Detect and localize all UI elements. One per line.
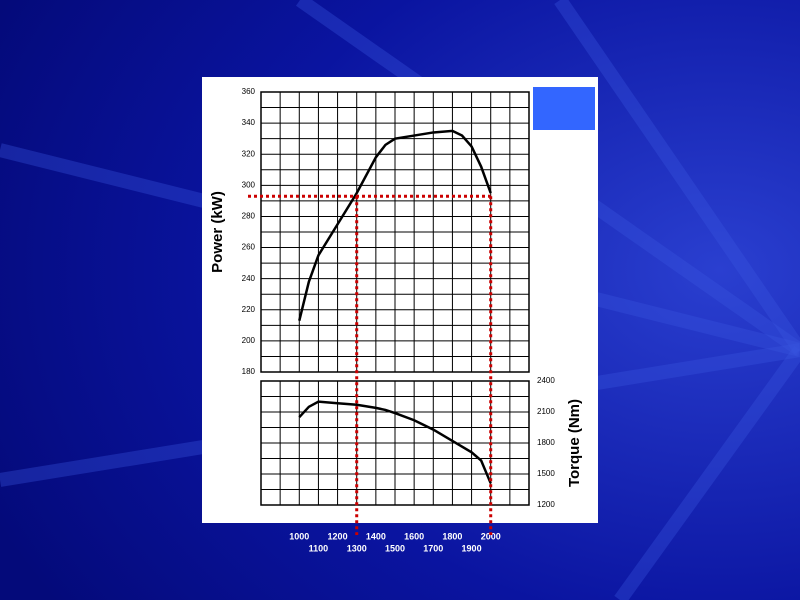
y-axis-label: Torque (Nm) — [566, 399, 583, 487]
x-tick-label: 1300 — [347, 543, 367, 553]
x-tick-label: 2000 — [481, 531, 501, 541]
x-tick-label: 1200 — [328, 531, 348, 541]
y-tick-label: 200 — [242, 336, 256, 345]
x-tick-label: 1500 — [385, 543, 405, 553]
plot-frame — [260, 91, 530, 373]
x-tick-label: 1100 — [309, 543, 329, 553]
y-axis-label: Power (kW) — [209, 191, 226, 273]
x-tick-label: 1700 — [423, 543, 443, 553]
y-tick-label: 180 — [242, 367, 256, 376]
y-tick-label: 320 — [242, 149, 256, 158]
y-tick-label: 240 — [242, 274, 256, 283]
plot-frame — [260, 380, 530, 506]
x-tick-label: 1900 — [462, 543, 482, 553]
data-line — [298, 129, 492, 321]
y-tick-label: 280 — [242, 212, 256, 221]
plots: 180 200 220 240 260 280 300 320 340 360 Power (kW)… — [209, 87, 583, 553]
y-tick-label: 1800 — [537, 438, 555, 447]
y-tick-label: 1200 — [537, 500, 555, 509]
y-tick-label: 2400 — [537, 376, 555, 385]
y-tick-label: 260 — [242, 243, 256, 252]
x-tick-label: 1400 — [366, 531, 386, 541]
y-tick-label: 300 — [242, 180, 256, 189]
x-tick-label: 1800 — [442, 531, 462, 541]
chart-panel — [202, 77, 598, 523]
x-tick-label: 1000 — [289, 531, 309, 541]
blue-box — [533, 87, 595, 130]
y-tick-label: 2100 — [537, 407, 555, 416]
y-tick-label: 1500 — [537, 469, 555, 478]
y-tick-label: 340 — [242, 118, 256, 127]
x-tick-label: 1600 — [404, 531, 424, 541]
y-tick-label: 360 — [242, 87, 256, 96]
data-line — [298, 400, 492, 484]
y-tick-label: 220 — [242, 305, 256, 314]
